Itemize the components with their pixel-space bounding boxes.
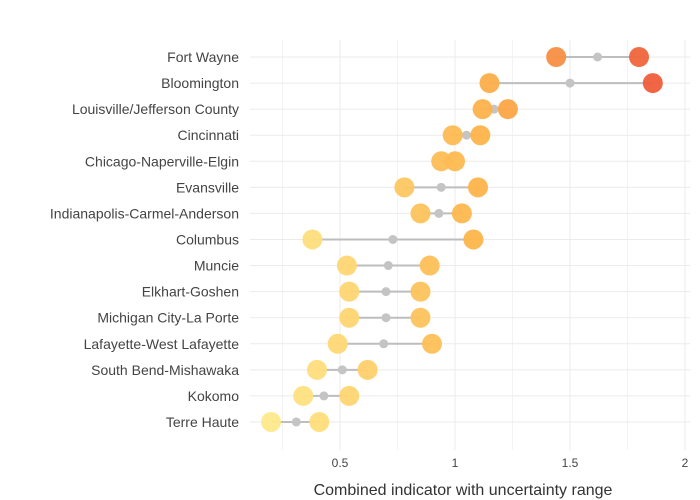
category-label: South Bend-Mishawaka <box>91 362 239 378</box>
category-label: Louisville/Jefferson County <box>72 101 239 117</box>
category-label: Lafayette-West Lafayette <box>84 336 240 352</box>
center-point <box>379 339 389 349</box>
category-label: Evansville <box>176 179 239 195</box>
center-point <box>381 313 391 323</box>
x-tick-label: 2 <box>682 456 689 470</box>
upper-bound-point <box>357 359 378 380</box>
upper-bound-point <box>629 47 649 67</box>
upper-bound-point <box>410 307 431 328</box>
category-label: Columbus <box>176 231 239 247</box>
category-label: Terre Haute <box>166 414 239 430</box>
center-point <box>593 52 603 62</box>
upper-bound-point <box>445 151 465 172</box>
category-label: Michigan City-La Porte <box>97 310 239 326</box>
lower-bound-point <box>336 255 357 276</box>
category-label: Bloomington <box>161 75 239 91</box>
category-label: Elkhart-Goshen <box>142 284 239 300</box>
center-point <box>436 182 446 192</box>
y-axis-categories: Fort Wayne Bloomington Louisville/Jefferso… <box>50 49 239 430</box>
upper-bound-point <box>642 73 663 94</box>
x-tick-label: 1.5 <box>562 456 579 470</box>
lower-bound-point <box>293 385 314 406</box>
center-point <box>565 78 575 88</box>
lower-bound-point <box>307 359 327 380</box>
lower-bound-point <box>339 307 360 328</box>
upper-bound-point <box>309 411 330 432</box>
center-point <box>383 261 393 271</box>
upper-bound-point <box>470 125 491 146</box>
lower-bound-point <box>327 333 348 354</box>
data-marks <box>261 47 663 432</box>
center-point <box>291 417 301 427</box>
lower-bound-point <box>442 125 463 146</box>
center-point <box>388 234 398 244</box>
upper-bound-point <box>422 333 442 354</box>
category-label: Chicago-Naperville-Elgin <box>85 153 239 169</box>
upper-bound-point <box>419 255 440 276</box>
center-point <box>462 130 471 140</box>
x-tick-label: 1 <box>452 456 459 470</box>
lower-bound-point <box>394 177 415 198</box>
upper-bound-point <box>468 177 488 198</box>
upper-bound-point <box>410 281 431 302</box>
center-point <box>337 365 347 375</box>
category-label: Fort Wayne <box>167 49 239 65</box>
center-point <box>434 208 444 218</box>
center-point <box>381 287 391 297</box>
x-axis-title: Combined indicator with uncertainty rang… <box>314 482 613 499</box>
lower-bound-point <box>410 203 431 224</box>
lower-bound-point <box>472 99 493 120</box>
center-point <box>319 391 329 401</box>
upper-bound-point <box>497 99 518 120</box>
category-label: Muncie <box>194 258 239 274</box>
upper-bound-point <box>451 203 472 224</box>
x-tick-label: 0.5 <box>332 456 349 470</box>
lower-bound-point <box>546 47 567 67</box>
lower-bound-point <box>261 411 281 432</box>
category-label: Indianapolis-Carmel-Anderson <box>50 205 239 221</box>
x-axis-ticks: 0.5 1 1.5 2 <box>332 456 689 470</box>
lower-bound-point <box>479 73 500 94</box>
category-label: Cincinnati <box>178 127 239 143</box>
upper-bound-point <box>339 385 360 406</box>
lower-bound-point <box>339 281 360 302</box>
lower-bound-point <box>431 151 452 172</box>
upper-bound-point <box>463 229 484 250</box>
category-label: Kokomo <box>188 388 240 404</box>
lower-bound-point <box>302 229 323 250</box>
